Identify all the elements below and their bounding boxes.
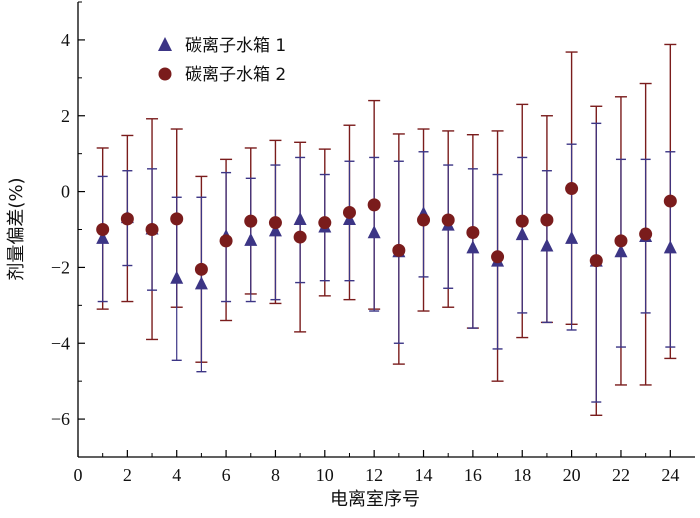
triangle-marker-19: [540, 238, 554, 252]
error-bars: [96, 43, 677, 416]
y-tick-label-2: 2: [61, 106, 70, 126]
x-tick-label-22: 22: [612, 465, 630, 485]
triangle-marker-9: [293, 211, 307, 225]
circle-marker-14: [417, 213, 431, 227]
legend-triangle-marker: [158, 37, 172, 51]
circle-marker-5: [194, 262, 208, 276]
circle-marker-22: [614, 234, 628, 248]
triangle-marker-20: [565, 230, 579, 244]
x-tick-label-6: 6: [222, 465, 231, 485]
circle-marker-13: [392, 243, 406, 257]
circle-marker-23: [639, 227, 653, 241]
legend-circle-marker: [158, 67, 172, 81]
x-tick-label-12: 12: [365, 465, 383, 485]
x-tick-label-16: 16: [464, 465, 482, 485]
circle-marker-6: [219, 234, 233, 248]
x-tick-label-2: 2: [123, 465, 132, 485]
circle-marker-18: [515, 214, 529, 228]
triangle-marker-12: [367, 225, 381, 239]
circle-marker-1: [96, 223, 110, 236]
circle-marker-4: [170, 212, 184, 226]
x-tick-label-14: 14: [415, 465, 433, 485]
x-tick-label-4: 4: [172, 465, 181, 485]
legend: 碳离子水箱 1 碳离子水箱 2: [158, 36, 286, 85]
x-tick-label-18: 18: [513, 465, 531, 485]
circle-marker-7: [244, 214, 258, 228]
y-tick-label--2: −2: [51, 257, 70, 277]
y-tick-label--6: −6: [51, 409, 70, 429]
legend-label-series-1: 碳离子水箱 1: [185, 36, 286, 56]
circle-marker-16: [466, 226, 480, 240]
circle-marker-11: [342, 205, 356, 219]
circle-marker-19: [540, 213, 554, 227]
y-tick-label--4: −4: [51, 333, 70, 353]
triangle-marker-22: [614, 244, 628, 258]
triangle-marker-4: [170, 270, 184, 284]
legend-item-series-1: 碳离子水箱 1: [158, 36, 286, 56]
x-axis-title: 电离室序号: [330, 489, 420, 510]
circle-marker-9: [293, 230, 307, 244]
triangle-marker-8: [268, 223, 282, 237]
circle-marker-12: [367, 198, 381, 212]
data-markers: [96, 182, 677, 290]
triangle-marker-18: [515, 227, 529, 241]
triangle-marker-1: [96, 230, 110, 244]
circle-marker-2: [120, 212, 134, 226]
x-tick-label-0: 0: [74, 465, 83, 485]
circle-marker-21: [589, 254, 603, 268]
triangle-marker-24: [663, 240, 677, 254]
axes: [77, 1, 695, 458]
triangle-marker-5: [194, 276, 208, 290]
y-tick-label-4: 4: [61, 30, 70, 50]
circle-marker-20: [565, 182, 579, 196]
x-tick-label-10: 10: [316, 465, 334, 485]
circle-marker-17: [491, 250, 505, 264]
circle-marker-24: [663, 194, 677, 208]
y-tick-label-0: 0: [61, 182, 70, 202]
x-tick-label-20: 20: [563, 465, 581, 485]
circle-marker-3: [145, 223, 159, 236]
legend-label-series-2: 碳离子水箱 2: [185, 65, 286, 85]
triangle-marker-7: [244, 232, 258, 246]
x-tick-label-24: 24: [661, 465, 679, 485]
triangle-marker-16: [466, 240, 480, 254]
x-tick-label-8: 8: [271, 465, 280, 485]
circle-marker-15: [441, 213, 455, 227]
y-axis-title: 剂量偏差(%): [6, 177, 27, 280]
circle-marker-10: [318, 216, 332, 230]
circle-marker-8: [268, 216, 282, 230]
legend-item-series-2: 碳离子水箱 2: [158, 65, 286, 85]
